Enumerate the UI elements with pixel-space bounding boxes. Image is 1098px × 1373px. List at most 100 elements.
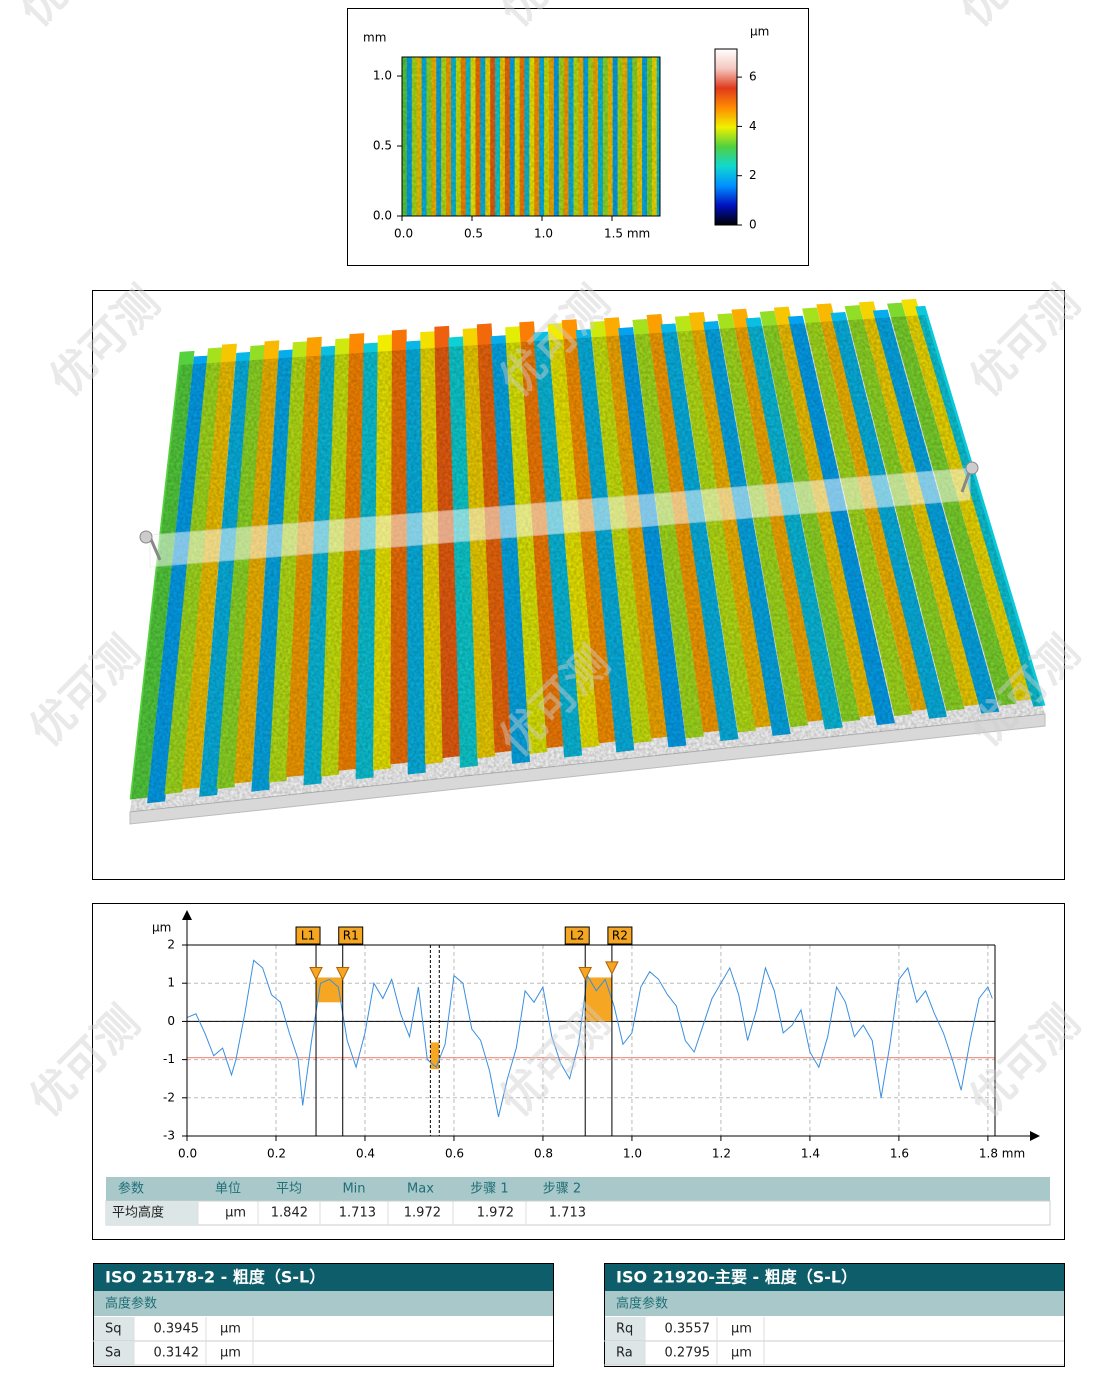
x-tick-label: 1.0 xyxy=(534,227,553,241)
table-header-cell: Max xyxy=(407,1182,434,1197)
x-tick-label: 0.4 xyxy=(356,1147,375,1161)
region xyxy=(430,1042,440,1070)
table-cell: 1.713 xyxy=(549,1206,586,1221)
table-header-cell: 步骤 2 xyxy=(543,1182,581,1197)
x-tick-label: 0.0 xyxy=(394,227,413,241)
marker-tag xyxy=(338,926,364,945)
iso-row-label-bg xyxy=(605,1341,645,1365)
iso-cell: 0.3142 xyxy=(154,1346,200,1361)
table-header-cell: 参数 xyxy=(118,1181,144,1197)
iso-cell: μm xyxy=(731,1322,752,1337)
iso-section-bg xyxy=(605,1291,1064,1316)
iso-cell: μm xyxy=(220,1346,241,1361)
content: 0.0 0.5 1.0 1.5 mm 0.0 0.5 1.0 mm 0 2 4 6 μm L1 R1 L2 R2… xyxy=(93,25,1065,1367)
iso-row-label-bg xyxy=(605,1317,645,1341)
marker-triangle xyxy=(309,967,323,981)
colorbar-label: μm xyxy=(750,25,769,39)
iso-cell: 0.2795 xyxy=(665,1346,711,1361)
iso-cell: Ra xyxy=(616,1346,633,1361)
x-tick-label: 1.4 xyxy=(801,1147,820,1161)
marker-tag xyxy=(607,926,633,945)
x-tick-label: 1.8 mm xyxy=(979,1147,1025,1161)
iso-section-bg xyxy=(94,1291,553,1316)
marker-label: R1 xyxy=(343,929,359,943)
x-tick-label: 1.6 xyxy=(890,1147,909,1161)
iso-section: 高度参数 xyxy=(616,1296,668,1312)
y-tick-label: 0.0 xyxy=(373,209,392,223)
table-header-cell: 单位 xyxy=(215,1182,241,1197)
iso-cell: Sq xyxy=(105,1322,122,1337)
marker-triangle xyxy=(605,961,619,975)
plane-pin-head xyxy=(965,461,979,475)
watermark: 优可测 xyxy=(10,0,139,36)
colorbar-tick-label: 4 xyxy=(749,119,757,133)
y-tick-label: 0.5 xyxy=(373,139,392,153)
surface-texture xyxy=(130,315,1045,812)
iso-row-label-bg xyxy=(94,1317,134,1341)
x-axis-arrow xyxy=(1030,1131,1040,1141)
y-tick-label: -2 xyxy=(163,1090,175,1104)
table-cell: 1.972 xyxy=(477,1206,514,1221)
y-tick-label: 2 xyxy=(167,938,175,952)
section-plane xyxy=(149,467,971,568)
x-tick-label: 1.2 xyxy=(712,1147,731,1161)
colorbar xyxy=(714,48,738,226)
iso-title-bg xyxy=(605,1264,1064,1291)
x-tick-label: 0.8 xyxy=(534,1147,553,1161)
iso-section: 高度参数 xyxy=(105,1296,157,1312)
table-header-bg xyxy=(106,1177,1050,1201)
iso-cell: μm xyxy=(731,1346,752,1361)
y-tick-label: 0 xyxy=(167,1014,175,1028)
plane-pin-head xyxy=(139,530,153,544)
surface-base xyxy=(129,713,1046,825)
plot-border xyxy=(401,56,661,217)
iso-cell: μm xyxy=(220,1322,241,1337)
x-tick-label: 0.2 xyxy=(267,1147,286,1161)
x-tick-label: 0.5 xyxy=(464,227,483,241)
table-header-cell: Min xyxy=(342,1182,365,1197)
x-tick-label: 0.6 xyxy=(445,1147,464,1161)
iso-cell: Rq xyxy=(616,1322,633,1337)
y-axis-arrow xyxy=(182,910,192,920)
table-row-bg xyxy=(105,1200,1051,1226)
plane-pin xyxy=(960,469,972,493)
x-tick-label: 1.0 xyxy=(623,1147,642,1161)
marker-tag xyxy=(295,926,321,945)
iso-title: ISO 21920-主要 - 粗度（S-L） xyxy=(616,1268,857,1287)
table-cell: 平均高度 xyxy=(112,1205,164,1221)
marker-label: L2 xyxy=(570,929,584,943)
colorbar-tick-label: 2 xyxy=(749,168,757,182)
marker-triangle xyxy=(578,967,593,981)
y-tick-label: -3 xyxy=(163,1129,175,1143)
heatmap-texture xyxy=(402,57,660,216)
marker-label: L1 xyxy=(301,929,315,943)
iso-row-label-bg xyxy=(94,1341,134,1365)
y-tick-label: 1 xyxy=(167,976,175,990)
plane-pin xyxy=(148,536,162,561)
iso-cell: 0.3557 xyxy=(665,1322,711,1337)
watermark: 优可测 xyxy=(950,0,1079,36)
table-cell-first xyxy=(106,1201,198,1225)
table-header-cell: 步骤 1 xyxy=(470,1182,508,1197)
y-axis-label: mm xyxy=(363,31,386,45)
iso-cell: 0.3945 xyxy=(154,1322,200,1337)
table-cell: 1.972 xyxy=(404,1206,441,1221)
marker-tag xyxy=(564,926,590,945)
table-cell: 1.842 xyxy=(271,1206,308,1221)
table-cell: 1.713 xyxy=(339,1206,376,1221)
y-tick-label: -1 xyxy=(163,1052,175,1066)
table-header-cell: 平均 xyxy=(276,1182,302,1197)
y-tick-label: 1.0 xyxy=(373,69,392,83)
x-tick-label: 1.5 mm xyxy=(604,227,650,241)
iso-cell: Sa xyxy=(105,1346,121,1361)
marker-triangle xyxy=(335,967,350,981)
x-tick-label: 0.0 xyxy=(178,1147,197,1161)
iso-title-bg xyxy=(94,1264,553,1291)
y-axis-label: μm xyxy=(152,921,171,935)
iso-title: ISO 25178-2 - 粗度（S-L） xyxy=(105,1268,325,1287)
marker-label: R2 xyxy=(612,929,628,943)
colorbar-tick-label: 0 xyxy=(749,218,757,232)
colorbar-tick-label: 6 xyxy=(749,70,757,84)
table-cell: μm xyxy=(225,1206,246,1221)
